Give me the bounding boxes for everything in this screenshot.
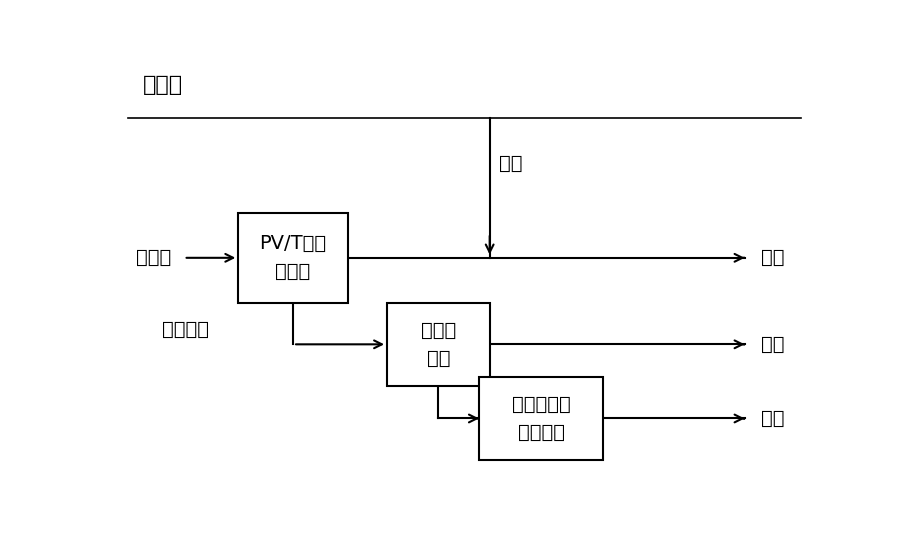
- Text: 太阳能: 太阳能: [135, 248, 171, 268]
- Text: 供电: 供电: [761, 248, 785, 268]
- Text: 高温热水: 高温热水: [162, 320, 208, 339]
- Text: 主电网: 主电网: [143, 75, 183, 95]
- Bar: [387, 303, 490, 386]
- Bar: [479, 377, 603, 460]
- Bar: [239, 212, 348, 303]
- Text: 供暖: 供暖: [761, 335, 785, 354]
- Text: 电储热
水箱: 电储热 水箱: [420, 321, 456, 368]
- Text: 供冷: 供冷: [761, 409, 785, 428]
- Text: PV/T聚光
集热器: PV/T聚光 集热器: [260, 234, 326, 281]
- Text: 溴化锂吸收
式制冷机: 溴化锂吸收 式制冷机: [512, 395, 570, 442]
- Text: 购电: 购电: [499, 154, 523, 173]
